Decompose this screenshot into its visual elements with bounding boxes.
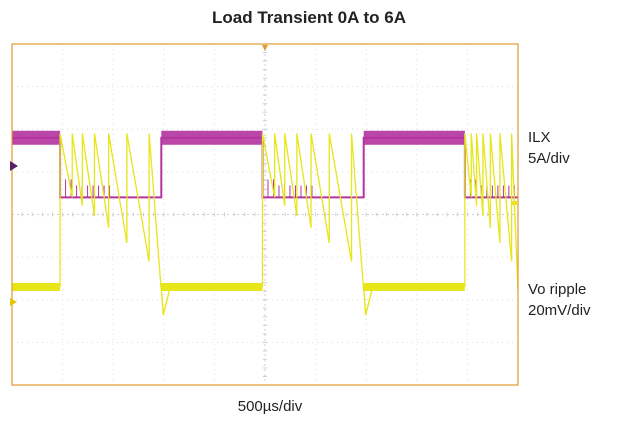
vo-undershoot [160,286,170,316]
trigger-marker [262,45,268,51]
plot-frame [11,43,519,386]
vo-sawtooth [464,133,519,291]
ilx-ground-marker [10,161,18,171]
traces [12,130,519,316]
ilx-scale: 5A/div [528,150,570,167]
chart-title: Load Transient 0A to 6A [212,8,406,27]
vo-sawtooth [59,133,162,292]
vo-ripple-band [161,282,263,291]
ilx-ripple-band [12,130,61,145]
ilx-ripple-band [161,130,263,145]
ilx-ripple-band [363,130,465,145]
vo-sawtooth [261,133,365,292]
timebase-label: 500µs/div [237,398,303,415]
vo-ripple-band [363,282,465,291]
vo-ripple-band [12,282,61,291]
vo-name: Vo ripple [528,281,587,298]
vo-undershoot [362,286,373,316]
vo-ground-marker [10,298,17,306]
trigger-level-marker [511,201,517,205]
vo-scale: 20mV/div [528,302,591,319]
vo-label: Vo ripple 20mV/div [528,279,591,321]
ilx-label: ILX 5A/div [528,127,570,169]
grid [12,44,518,385]
ilx-name: ILX [528,129,551,146]
